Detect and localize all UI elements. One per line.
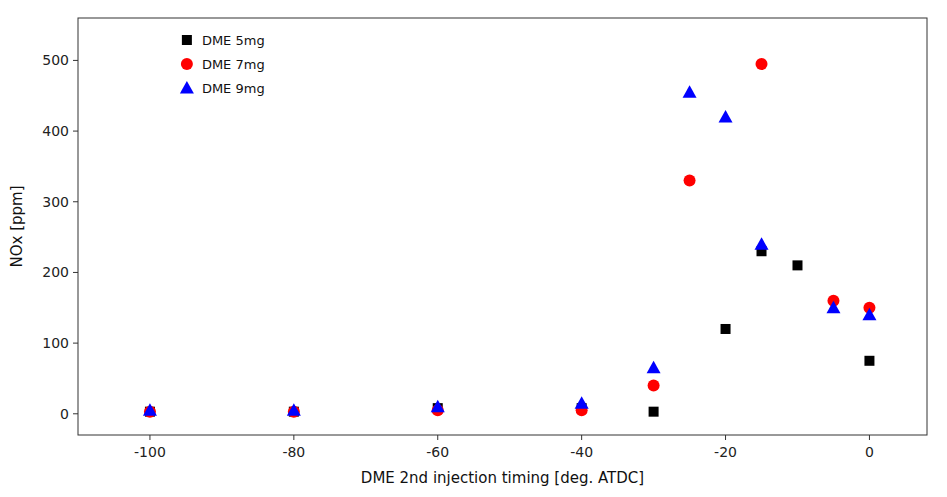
x-tick-label: 0 <box>865 444 874 460</box>
point <box>648 380 660 392</box>
point <box>684 175 696 187</box>
legend: DME 5mg DME 7mg DME 9mg <box>180 33 265 96</box>
x-tick <box>437 435 438 440</box>
x-tick <box>869 435 870 440</box>
y-tick <box>73 343 78 344</box>
y-tick <box>73 272 78 273</box>
y-tick-label: 500 <box>42 52 69 68</box>
point <box>431 400 445 413</box>
point <box>864 356 874 366</box>
point <box>649 407 659 417</box>
legend-marker <box>181 58 193 70</box>
point <box>826 301 840 314</box>
y-tick-label: 100 <box>42 335 69 351</box>
x-tick <box>149 435 150 440</box>
x-tick-label: -80 <box>282 444 305 460</box>
point <box>575 396 589 409</box>
y-tick <box>73 201 78 202</box>
point <box>647 361 661 374</box>
chart: -100 -80 -60 -40 -20 0 0 100 200 300 400 500 DME 2nd… <box>0 0 947 497</box>
x-tick <box>293 435 294 440</box>
y-tick-label: 200 <box>42 264 69 280</box>
legend-label: DME 7mg <box>202 57 265 72</box>
point <box>287 403 301 416</box>
x-tick <box>725 435 726 440</box>
x-tick-label: -60 <box>426 444 449 460</box>
y-tick-label: 0 <box>60 406 69 422</box>
x-axis-label: DME 2nd injection timing [deg. ATDC] <box>361 469 644 487</box>
point <box>719 110 733 123</box>
point <box>143 403 157 416</box>
x-tick-label: -20 <box>714 444 737 460</box>
y-tick-label: 300 <box>42 194 69 210</box>
point <box>862 308 876 321</box>
x-tick-label: -100 <box>134 444 166 460</box>
point <box>683 85 697 98</box>
x-tick <box>581 435 582 440</box>
legend-label: DME 9mg <box>202 81 265 96</box>
point <box>755 237 769 250</box>
y-tick <box>73 413 78 414</box>
y-tick <box>73 131 78 132</box>
y-tick-label: 400 <box>42 123 69 139</box>
marks <box>143 58 876 418</box>
point <box>792 260 802 270</box>
y-tick <box>73 60 78 61</box>
point <box>721 324 731 334</box>
legend-marker <box>182 35 192 45</box>
y-axis-label: NOx [ppm] <box>8 185 26 267</box>
legend-marker <box>180 81 194 94</box>
plot-frame <box>78 18 927 435</box>
point <box>756 58 768 70</box>
legend-label: DME 5mg <box>202 33 265 48</box>
x-tick-label: -40 <box>570 444 593 460</box>
